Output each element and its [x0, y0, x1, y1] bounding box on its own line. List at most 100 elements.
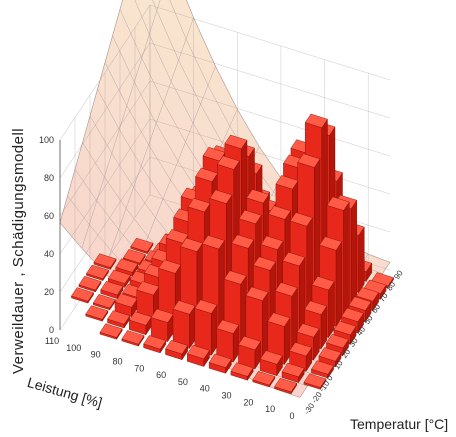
- bar: [86, 264, 109, 282]
- bar-face-top: [274, 282, 298, 297]
- bar-face-top: [186, 344, 210, 360]
- bar-face-top: [289, 212, 313, 227]
- bar-face-side: [262, 291, 269, 359]
- bar: [85, 305, 109, 322]
- bar-face-top: [122, 249, 146, 264]
- bar: [281, 362, 305, 384]
- z-tick-label: 60: [44, 211, 54, 221]
- bar-face-top: [252, 371, 276, 386]
- bar: [303, 373, 327, 391]
- bar-face-top: [326, 334, 349, 349]
- bar-face-top: [341, 307, 364, 322]
- x-tick-label: 20: [243, 397, 253, 407]
- bar: [252, 371, 276, 388]
- x-tick-label: 30: [222, 391, 232, 401]
- bar-face-top: [78, 275, 102, 291]
- bar-face-top: [216, 155, 240, 170]
- bar-face-top: [71, 287, 94, 302]
- bar: [93, 253, 117, 271]
- bar-face-top: [259, 350, 283, 365]
- bar-face-top: [231, 234, 255, 249]
- bar-face-top: [238, 335, 262, 351]
- bar-face-top: [296, 323, 320, 338]
- bar-face-top: [348, 296, 372, 311]
- bar: [115, 258, 139, 277]
- x-tick-label: 10: [265, 404, 275, 414]
- y-tick-label: 90: [392, 268, 405, 281]
- y-tick-label: 0: [325, 373, 335, 382]
- bar: [100, 280, 124, 300]
- z-tick-label: 80: [44, 173, 54, 183]
- bar-face-top: [289, 342, 313, 357]
- z-axis-label: Verweildauer , Schädigungsmodell: [10, 127, 27, 374]
- bar: [259, 350, 283, 377]
- bar-face-top: [333, 320, 357, 336]
- bar: [311, 360, 334, 379]
- bar: [143, 335, 167, 354]
- bar-face-top: [216, 319, 240, 334]
- x-tick-label: 60: [156, 370, 166, 380]
- bar-face-top: [223, 270, 247, 285]
- bar-face-top: [194, 299, 218, 314]
- x-tick-label: 100: [66, 343, 81, 353]
- x-tick-label: 80: [112, 356, 122, 366]
- bar: [230, 362, 254, 381]
- bar-face-top: [209, 189, 233, 204]
- bar-face-side: [350, 199, 357, 305]
- bar-face-top: [260, 235, 284, 250]
- bar-face-top: [130, 237, 154, 253]
- z-tick-label: 40: [44, 249, 54, 259]
- bar: [99, 323, 123, 340]
- bar-face-top: [282, 251, 306, 267]
- bar: [78, 275, 102, 293]
- bar-face-top: [230, 362, 254, 377]
- bar-face-top: [99, 323, 123, 338]
- bar: [318, 347, 342, 368]
- bar: [130, 237, 154, 255]
- bar-face-top: [85, 305, 109, 320]
- x-tick-label: 90: [91, 350, 101, 360]
- bar-face-top: [107, 310, 131, 325]
- x-tick-label: 40: [200, 384, 210, 394]
- bar-face-top: [297, 153, 321, 168]
- bar-face-top: [165, 340, 189, 355]
- bar: [165, 340, 189, 361]
- bar-face-top: [107, 269, 131, 284]
- bar-face-side: [358, 226, 365, 294]
- bar: [92, 294, 116, 311]
- bar-face-top: [86, 264, 109, 279]
- x-tick-label: 0: [289, 411, 294, 421]
- z-tick-label: 0: [49, 325, 54, 335]
- x-tick-label: 110: [45, 336, 59, 346]
- bar-face-top: [100, 280, 124, 296]
- bar: [121, 330, 145, 347]
- wall-grid-line: [149, 80, 391, 157]
- bar: [216, 319, 240, 363]
- bar-face-top: [267, 312, 291, 327]
- bar-face-top: [281, 362, 305, 378]
- bar-face-top: [201, 235, 225, 250]
- wall-grid-line: [149, 42, 391, 119]
- bar-face-top: [274, 377, 298, 393]
- bar-face-side: [343, 201, 350, 316]
- z-tick-label: 100: [39, 135, 54, 145]
- x-tick-label: 70: [134, 363, 144, 373]
- bar: [107, 269, 131, 289]
- bar-face-top: [224, 134, 248, 150]
- bar-face-top: [304, 300, 328, 315]
- z-axis-ticks: 0 20 40 60 80 100: [39, 135, 54, 335]
- bar-face-top: [356, 287, 379, 302]
- bar: [238, 335, 262, 370]
- bar-face-top: [268, 205, 292, 220]
- bar: [194, 299, 218, 356]
- bar: [186, 344, 210, 368]
- bar-face-top: [304, 113, 328, 128]
- bar: [274, 377, 298, 395]
- bar-face-top: [253, 256, 277, 271]
- wall-grid-line: [149, 4, 391, 81]
- z-tick-label: 20: [44, 287, 54, 297]
- bar-face-top: [311, 276, 335, 291]
- bar: [172, 300, 196, 350]
